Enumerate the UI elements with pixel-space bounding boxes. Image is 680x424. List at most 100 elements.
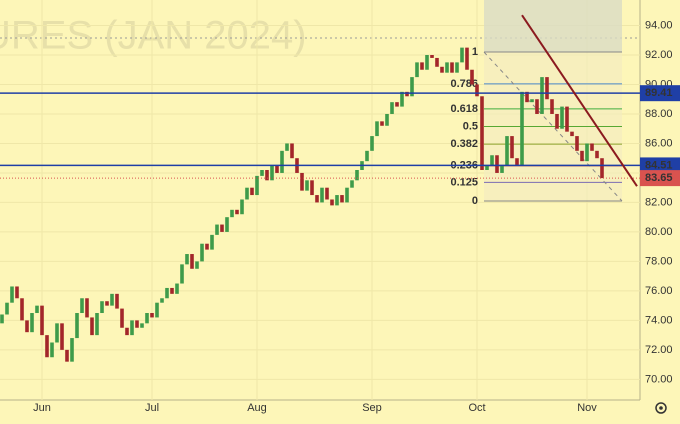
candle-body xyxy=(150,313,154,318)
candle-body xyxy=(460,47,464,63)
candle-body xyxy=(520,91,524,166)
candle-body xyxy=(175,283,179,294)
candle-body xyxy=(415,62,419,78)
y-tick-label: 86.00 xyxy=(645,137,673,149)
candle-body xyxy=(100,301,104,314)
candle-body xyxy=(0,314,4,324)
settings-icon[interactable] xyxy=(655,402,667,414)
candle-body xyxy=(505,136,509,166)
candle-body xyxy=(135,320,139,328)
candle-body xyxy=(60,323,64,350)
candle-body xyxy=(220,224,224,232)
candle-body xyxy=(445,62,449,73)
candle-body xyxy=(190,254,194,269)
candle-body xyxy=(185,254,189,265)
y-tick-label: 74.00 xyxy=(645,314,673,326)
y-tick-label: 94.00 xyxy=(645,19,673,31)
candle-body xyxy=(465,47,469,70)
candle-body xyxy=(250,187,254,196)
candle-body xyxy=(395,102,399,107)
candle-body xyxy=(560,106,564,129)
candle-body xyxy=(95,313,99,336)
candle-body xyxy=(390,102,394,114)
candle-body xyxy=(405,91,409,97)
candle-body xyxy=(30,313,34,333)
candle-body xyxy=(85,298,89,318)
candle-body xyxy=(600,158,604,179)
fib-diagonal xyxy=(483,51,623,202)
fib-label: 0.125 xyxy=(450,176,478,188)
candle-body xyxy=(235,209,239,215)
candle-body xyxy=(320,187,324,203)
candle-body xyxy=(195,261,199,269)
candle-body xyxy=(590,143,594,151)
candle-body xyxy=(565,106,569,132)
candle-body xyxy=(340,195,344,203)
candle-body xyxy=(575,136,579,151)
candle-body xyxy=(330,199,334,206)
candle-body xyxy=(440,66,444,73)
candle-body xyxy=(425,54,429,70)
candle-body xyxy=(25,320,29,333)
price-tag-label: 89.41 xyxy=(645,87,673,99)
candle-body xyxy=(550,99,554,114)
fib-label: 0.786 xyxy=(450,78,478,90)
y-tick-label: 70.00 xyxy=(645,373,673,385)
price-tag-label: 84.51 xyxy=(645,159,673,171)
candle-body xyxy=(120,308,124,328)
candle-body xyxy=(270,165,274,181)
candle-body xyxy=(435,57,439,67)
candle-body xyxy=(540,77,544,114)
candle-body xyxy=(480,96,484,170)
candle-body xyxy=(510,136,514,159)
watermark: URES (JAN 2024) xyxy=(0,14,307,58)
candle-body xyxy=(485,165,489,170)
candle-body xyxy=(40,305,44,336)
candle-body xyxy=(180,264,184,284)
candle-body xyxy=(285,143,289,151)
candle-body xyxy=(20,298,24,321)
candle-body xyxy=(15,286,19,299)
candle-body xyxy=(385,113,389,126)
price-tag xyxy=(640,157,680,174)
x-tick-label: Sep xyxy=(362,402,382,414)
candle-body xyxy=(70,338,74,362)
candle-body xyxy=(80,298,84,314)
candle-body xyxy=(470,69,474,85)
candle-body xyxy=(110,293,114,306)
y-tick-label: 78.00 xyxy=(645,255,673,267)
candle-body xyxy=(260,169,264,176)
candle-body xyxy=(325,187,329,200)
candle-body xyxy=(255,175,259,196)
x-tick-label: Oct xyxy=(468,402,485,414)
y-tick-label: 72.00 xyxy=(645,344,673,356)
candle-body xyxy=(595,150,599,159)
candle-body xyxy=(345,187,349,203)
candle-body xyxy=(365,150,369,162)
fib-area-top xyxy=(484,0,622,53)
candle-body xyxy=(380,121,384,126)
candle-body xyxy=(305,180,309,191)
candle-body xyxy=(530,99,534,103)
candle-body xyxy=(500,165,504,173)
candle-body xyxy=(585,143,589,162)
candle-body xyxy=(410,77,414,97)
y-tick-label: 76.00 xyxy=(645,285,673,297)
candle-body xyxy=(570,131,574,137)
candle-body xyxy=(455,62,459,73)
candle-body xyxy=(145,313,149,324)
y-tick-label: 82.00 xyxy=(645,196,673,208)
x-tick-label: Jul xyxy=(145,402,159,414)
trendline xyxy=(521,14,638,187)
candle-body xyxy=(290,143,294,159)
candle-body xyxy=(430,54,434,58)
candle-body xyxy=(10,286,14,303)
candle-body xyxy=(125,327,129,336)
candle-body xyxy=(140,323,144,328)
candle-body xyxy=(450,62,454,73)
candle-body xyxy=(280,150,284,173)
last-price-label: 83.65 xyxy=(645,172,673,184)
candle-body xyxy=(50,342,54,358)
candle-body xyxy=(245,187,249,200)
